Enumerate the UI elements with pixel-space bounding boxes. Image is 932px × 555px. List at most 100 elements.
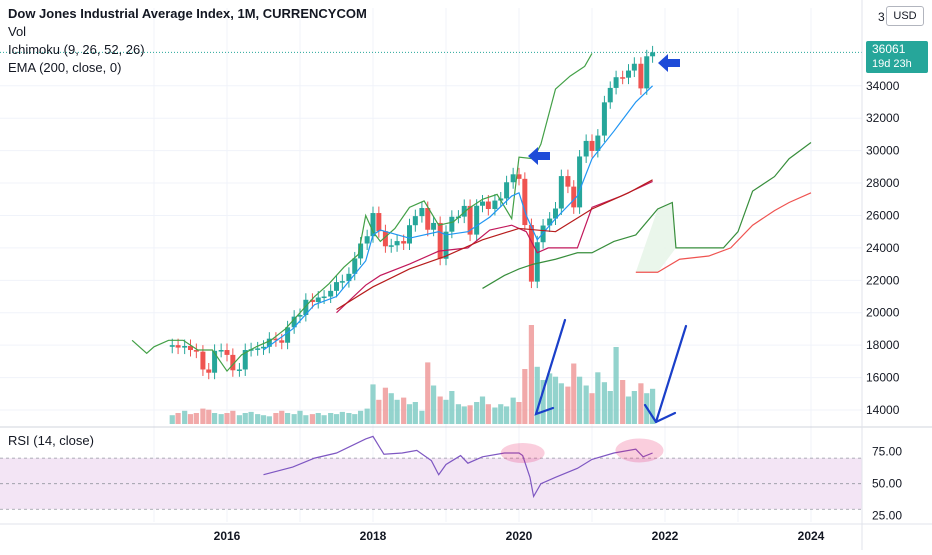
candle-body xyxy=(601,102,607,136)
candle-body xyxy=(175,345,181,348)
time-axis-label: 2016 xyxy=(214,529,241,543)
candle-body xyxy=(309,299,315,303)
legend-ema[interactable]: EMA (200, close, 0) xyxy=(8,60,122,75)
candle-body xyxy=(334,282,339,291)
price-axis-label: 22000 xyxy=(866,273,900,287)
volume-bar xyxy=(474,402,480,424)
candle-body xyxy=(425,208,431,230)
volume-bar xyxy=(449,391,455,424)
candle-body xyxy=(553,208,558,219)
volume-bar xyxy=(510,397,516,424)
volume-bar xyxy=(516,402,522,424)
candle-body xyxy=(504,182,510,199)
volume-bar xyxy=(297,410,303,424)
volume-bar xyxy=(492,407,498,424)
volume-bar xyxy=(182,410,188,424)
candle-body xyxy=(412,216,418,226)
volume-bar xyxy=(620,380,626,424)
volume-bar xyxy=(346,413,352,424)
volume-bar xyxy=(364,408,370,424)
volume-bar xyxy=(601,382,608,424)
volume-bar xyxy=(498,404,504,424)
volume-bar xyxy=(571,363,577,424)
volume-bar xyxy=(333,414,340,424)
candle-body xyxy=(607,87,613,103)
candle-body xyxy=(595,135,601,151)
candle-body xyxy=(394,241,400,246)
volume-bar xyxy=(613,347,619,424)
rsi-highlight-2021 xyxy=(615,438,664,463)
candle-body xyxy=(443,231,449,259)
candle-body xyxy=(474,205,480,235)
last-price-tag: 36061 19d 23h xyxy=(866,41,928,73)
blue-v-mark-2020 xyxy=(534,318,567,416)
price-axis-label: 34000 xyxy=(866,79,900,93)
ichimoku-leading-span-a xyxy=(482,142,812,289)
volume-bar xyxy=(175,413,181,424)
candle-body xyxy=(516,174,522,179)
ichimoku-base-line xyxy=(336,180,653,314)
legend-ichimoku[interactable]: Ichimoku (9, 26, 52, 26) xyxy=(8,42,145,57)
time-axis-label: 2018 xyxy=(360,529,387,543)
candle-body xyxy=(255,348,261,350)
candle-body xyxy=(431,222,437,230)
candle-body xyxy=(266,338,272,347)
candle-body xyxy=(182,345,188,348)
rsi-axis-label: 75.00 xyxy=(872,445,902,459)
legend-volume[interactable]: Vol xyxy=(8,24,27,39)
volume-bar xyxy=(321,415,327,424)
ichimoku-lagging-span xyxy=(131,53,593,373)
price-axis-label: 16000 xyxy=(866,371,900,385)
volume-bar xyxy=(394,399,400,424)
price-axis-label: 26000 xyxy=(866,208,900,222)
candle-body xyxy=(218,350,224,352)
candle-body xyxy=(364,236,370,244)
currency-badge[interactable]: USD xyxy=(886,6,924,26)
candle-body xyxy=(382,231,388,247)
blue-arrow-left-2021 xyxy=(658,54,680,72)
candle-body xyxy=(206,369,212,373)
blue-arrow-left-2020 xyxy=(528,147,550,165)
candle-body xyxy=(565,176,571,187)
chart-title[interactable]: Dow Jones Industrial Average Index, 1M, … xyxy=(8,6,367,21)
volume-bar xyxy=(522,369,528,424)
rsi-highlight-2020 xyxy=(500,443,545,463)
candle-body xyxy=(188,345,193,351)
volume-bar xyxy=(467,405,473,424)
volume-bar xyxy=(303,415,309,424)
volume-bar xyxy=(370,384,376,424)
legend-rsi[interactable]: RSI (14, close) xyxy=(8,433,94,448)
candle-body xyxy=(480,201,485,206)
volume-bar xyxy=(248,411,254,424)
candle-body xyxy=(449,216,455,232)
volume-bar xyxy=(352,414,358,424)
volume-bar xyxy=(339,411,345,424)
last-price-value: 36061 xyxy=(872,42,906,56)
candle-body xyxy=(510,174,516,183)
candle-body xyxy=(650,52,656,57)
volume-bar xyxy=(357,410,364,424)
volume-bar xyxy=(382,387,389,424)
volume-bar xyxy=(218,414,224,424)
volume-bar xyxy=(607,391,613,424)
volume-bar xyxy=(558,383,564,424)
volume-bar xyxy=(503,406,510,424)
volume-bar xyxy=(401,397,407,424)
candle-body xyxy=(401,241,407,244)
volume-bar xyxy=(479,396,486,424)
volume-bar xyxy=(255,414,261,424)
volume-bar xyxy=(388,393,394,424)
volume-bar xyxy=(638,383,644,424)
volume-bar xyxy=(279,410,285,424)
candle-body xyxy=(485,201,491,209)
price-axis-label: 14000 xyxy=(866,403,900,417)
candle-body xyxy=(467,205,473,235)
candle-body xyxy=(236,369,242,371)
volume-bar xyxy=(631,391,637,424)
volume-bar xyxy=(309,414,316,424)
candle-body xyxy=(370,213,376,237)
candle-body xyxy=(279,340,285,343)
candle-body xyxy=(315,297,321,303)
